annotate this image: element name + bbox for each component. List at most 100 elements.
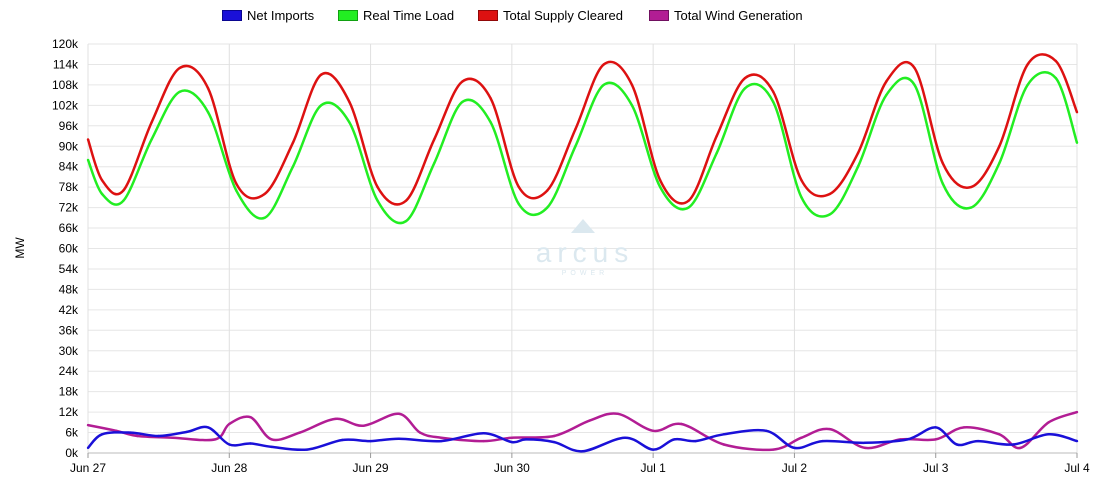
y-tick-label: 54k bbox=[59, 262, 79, 276]
legend-item-real-time-load[interactable]: Real Time Load bbox=[338, 8, 454, 23]
data-point bbox=[856, 165, 860, 168]
data-point bbox=[673, 438, 676, 441]
grid bbox=[87, 43, 1078, 454]
series-points-real-time-load bbox=[86, 76, 1079, 223]
data-point bbox=[772, 448, 775, 451]
legend-label: Real Time Load bbox=[363, 8, 455, 23]
data-point bbox=[228, 422, 231, 426]
data-point bbox=[588, 419, 591, 422]
legend-item-total-supply-cleared[interactable]: Total Supply Cleared bbox=[478, 8, 623, 23]
data-point bbox=[574, 128, 577, 131]
data-point bbox=[863, 446, 867, 450]
legend-label: Total Supply Cleared bbox=[503, 8, 623, 23]
data-point bbox=[1026, 83, 1029, 87]
data-point bbox=[100, 179, 104, 182]
y-tick-label: 30k bbox=[59, 344, 79, 358]
data-point bbox=[1075, 141, 1079, 144]
data-point bbox=[743, 87, 747, 90]
data-point bbox=[178, 90, 181, 93]
data-point bbox=[765, 429, 768, 432]
data-point bbox=[249, 442, 252, 445]
data-point bbox=[941, 162, 944, 165]
data-point bbox=[122, 199, 125, 202]
data-point bbox=[651, 429, 655, 432]
data-point bbox=[1012, 443, 1015, 446]
y-axis-label: MW bbox=[13, 237, 27, 259]
data-point bbox=[129, 431, 132, 434]
data-point bbox=[86, 158, 90, 162]
data-point bbox=[863, 441, 867, 444]
data-point bbox=[482, 439, 485, 443]
data-point bbox=[235, 189, 238, 192]
data-point bbox=[630, 83, 634, 87]
legend-swatch bbox=[222, 10, 242, 21]
data-point bbox=[906, 438, 909, 441]
legend-item-net-imports[interactable]: Net Imports bbox=[222, 8, 314, 23]
data-point bbox=[1075, 410, 1079, 414]
y-tick-label: 72k bbox=[59, 201, 79, 215]
data-point bbox=[270, 445, 273, 449]
data-point bbox=[1054, 76, 1058, 80]
y-tick-label: 60k bbox=[59, 242, 79, 256]
data-point bbox=[800, 196, 803, 199]
data-point bbox=[369, 439, 372, 443]
data-point bbox=[743, 76, 747, 80]
watermark-logo-icon bbox=[571, 219, 595, 233]
data-point bbox=[976, 439, 980, 443]
data-point bbox=[86, 446, 90, 450]
data-point bbox=[136, 434, 139, 438]
legend: Net Imports Real Time Load Total Supply … bbox=[0, 8, 1100, 26]
data-point bbox=[461, 80, 464, 83]
legend-label: Net Imports bbox=[247, 8, 315, 23]
legend-swatch bbox=[338, 10, 358, 21]
data-point bbox=[348, 100, 351, 104]
data-point bbox=[524, 438, 528, 441]
y-tick-label: 96k bbox=[59, 119, 79, 133]
watermark-brand: arcus bbox=[536, 237, 634, 268]
y-tick-label: 90k bbox=[59, 139, 79, 153]
data-point bbox=[715, 151, 718, 155]
series-points-net-imports bbox=[86, 426, 1079, 453]
data-point bbox=[694, 439, 697, 443]
data-point bbox=[397, 437, 400, 440]
data-point bbox=[305, 448, 309, 451]
data-point bbox=[793, 446, 796, 450]
data-point bbox=[376, 199, 379, 202]
data-point bbox=[1075, 439, 1079, 443]
data-point bbox=[659, 179, 662, 182]
y-tick-label: 42k bbox=[59, 303, 79, 317]
y-tick-label: 48k bbox=[59, 282, 79, 296]
data-point bbox=[616, 412, 619, 415]
data-point bbox=[298, 431, 302, 434]
data-point bbox=[913, 66, 916, 70]
data-point bbox=[969, 206, 973, 209]
x-tick-label: Jul 3 bbox=[923, 461, 949, 475]
data-point bbox=[263, 216, 266, 219]
data-point bbox=[1054, 59, 1058, 63]
data-point bbox=[553, 434, 556, 438]
data-point bbox=[348, 121, 351, 124]
data-point bbox=[680, 422, 683, 426]
data-point bbox=[100, 192, 104, 196]
data-point bbox=[553, 440, 556, 444]
y-tick-label: 114k bbox=[53, 57, 79, 71]
data-point bbox=[828, 192, 831, 196]
data-point bbox=[955, 443, 959, 446]
data-point bbox=[433, 162, 436, 165]
data-point bbox=[602, 83, 605, 87]
data-point bbox=[235, 182, 238, 185]
data-point bbox=[433, 138, 436, 141]
data-point bbox=[228, 443, 231, 446]
data-point bbox=[687, 199, 690, 202]
watermark-sub: POWER bbox=[562, 270, 608, 277]
legend-item-total-wind-generation[interactable]: Total Wind Generation bbox=[649, 8, 803, 23]
x-tick-label: Jun 30 bbox=[494, 461, 530, 475]
data-point bbox=[214, 438, 217, 441]
y-tick-label: 18k bbox=[59, 385, 79, 399]
data-point bbox=[150, 121, 153, 124]
legend-swatch bbox=[649, 10, 669, 21]
data-point bbox=[1026, 63, 1029, 66]
legend-label: Total Wind Generation bbox=[674, 8, 803, 23]
y-tick-label: 12k bbox=[59, 405, 79, 419]
data-point bbox=[489, 97, 492, 100]
